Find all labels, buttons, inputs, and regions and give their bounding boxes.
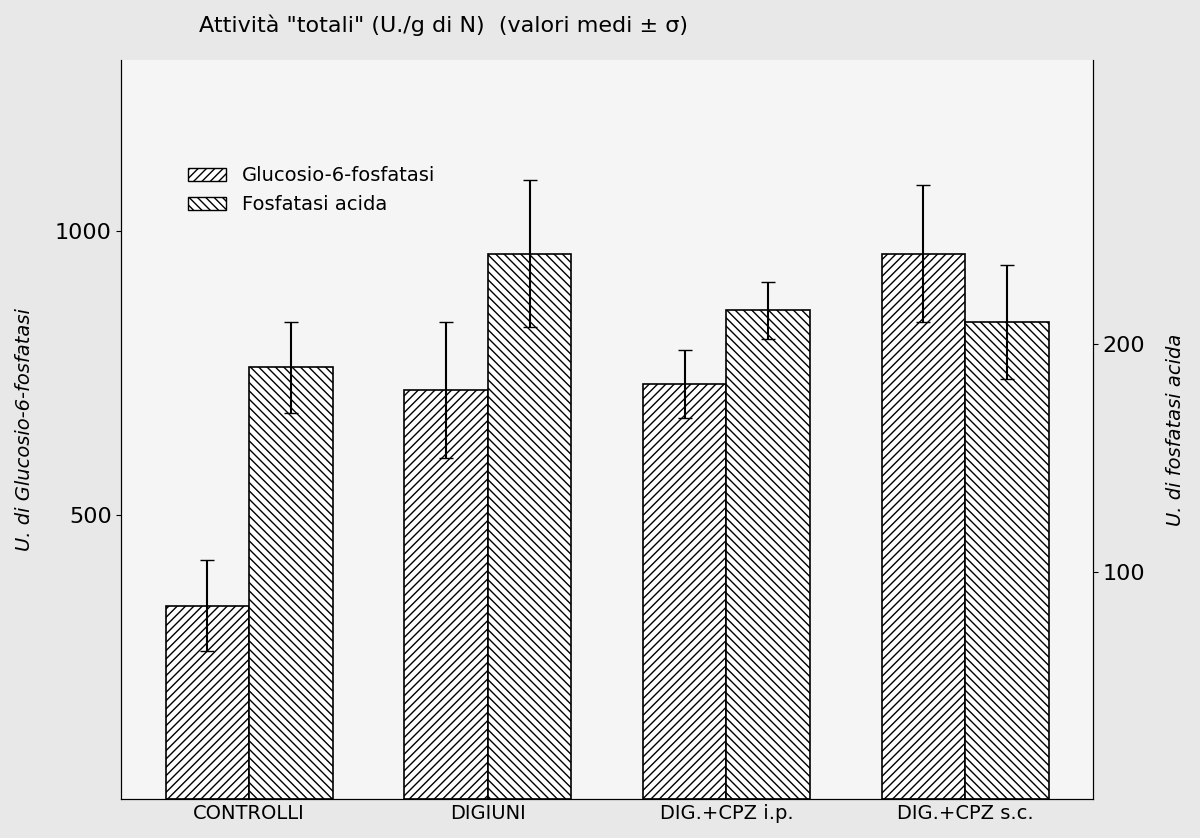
Bar xyxy=(965,322,1049,799)
Bar xyxy=(250,367,332,799)
Text: Attività "totali" (U./g di N)  (valori medi ± σ): Attività "totali" (U./g di N) (valori me… xyxy=(199,15,688,37)
Bar xyxy=(166,606,250,799)
Bar xyxy=(643,385,726,799)
Y-axis label: U. di Glucosio-6-fosfatasi: U. di Glucosio-6-fosfatasi xyxy=(14,308,34,551)
Bar xyxy=(882,254,965,799)
Y-axis label: U. di fosfatasi acida: U. di fosfatasi acida xyxy=(1166,334,1186,526)
Legend: Glucosio-6-fosfatasi, Fosfatasi acida: Glucosio-6-fosfatasi, Fosfatasi acida xyxy=(180,158,443,222)
Bar xyxy=(487,254,571,799)
Bar xyxy=(404,390,487,799)
Bar xyxy=(726,310,810,799)
